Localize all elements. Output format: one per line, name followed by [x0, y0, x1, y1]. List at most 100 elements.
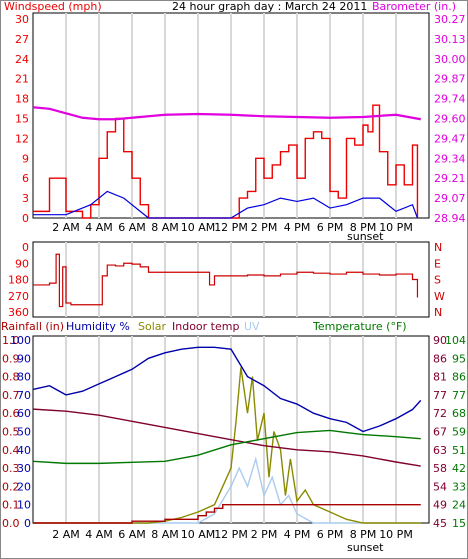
humidity-label: Humidity % — [66, 320, 130, 333]
y-tick-label: 0 — [22, 241, 29, 254]
humidity-tick: 90 — [17, 352, 31, 365]
temperature-tick: 51 — [452, 444, 466, 457]
baro-y-axis: 28.94 29.07 29.21 29.34 29.47 29.60 29.74 29.87… — [434, 13, 466, 225]
y-tick-label: 29.60 — [434, 113, 466, 126]
x-tick-label: 12 PM — [214, 221, 248, 234]
x-tick-label: 6 AM — [118, 528, 146, 541]
rainfall-label: Rainfall (in) — [1, 320, 64, 333]
rainfall-line — [33, 504, 421, 524]
y-tick-label: 28.94 — [434, 212, 466, 225]
y-tick-label: 360 — [8, 306, 29, 319]
rainfall-tick: 0.4 — [2, 444, 20, 457]
temperature-tick: 33 — [452, 480, 466, 493]
temperature-tick: 95 — [452, 352, 466, 365]
temperature-tick: 42 — [452, 462, 466, 475]
x-tick-label: 10 PM — [379, 528, 413, 541]
indoor-tick: 90 — [433, 334, 447, 347]
temperature-tick: 77 — [452, 389, 466, 402]
solar-line — [33, 367, 421, 524]
y-tick-label: 180 — [8, 274, 29, 287]
x-tick-label: 6 PM — [317, 528, 344, 541]
panel3-series — [32, 346, 422, 524]
indoor-tick: 72 — [433, 407, 447, 420]
indoor-temp-label: Indoor temp — [172, 320, 239, 333]
x-tick-label: 4 PM — [284, 528, 311, 541]
humidity-tick: 80 — [17, 371, 31, 384]
indoor-tick: 45 — [433, 517, 447, 530]
x-tick-label: 4 AM — [85, 221, 113, 234]
wind-direction-line — [33, 253, 419, 308]
humidity-tick: 10 — [17, 499, 31, 512]
rainfall-tick: 0.9 — [2, 352, 20, 365]
x-tick-label: 10 PM — [379, 221, 413, 234]
x-tick-label: 4 AM — [85, 528, 113, 541]
y-tick-label: N — [434, 306, 442, 319]
temperature-tick: 104 — [445, 334, 466, 347]
y-tick-label: 3 — [22, 192, 29, 205]
y-tick-label: 30.27 — [434, 13, 466, 26]
rainfall-tick: 0.2 — [2, 480, 20, 493]
indoor-tick: 63 — [433, 444, 447, 457]
y-tick-label: N — [434, 241, 442, 254]
direction-degree-axis: 360 270 180 90 0 — [8, 241, 29, 319]
y-tick-label: 29.34 — [434, 152, 466, 165]
humidity-tick: 100 — [10, 334, 31, 347]
x-tick-label: 8 PM — [350, 528, 377, 541]
x-tick-label: 2 AM — [52, 221, 80, 234]
temperature-tick: 59 — [452, 426, 466, 439]
rainfall-tick: 0.1 — [2, 499, 20, 512]
humidity-tick: 20 — [17, 480, 31, 493]
humidity-tick: 70 — [17, 389, 31, 402]
temperature-line — [32, 429, 421, 465]
indoor-tick: 67 — [433, 426, 447, 439]
y-tick-label: 30.13 — [434, 33, 466, 46]
uv-label: UV — [244, 320, 260, 333]
rainfall-tick: 0.5 — [2, 426, 20, 439]
barometer-label: Barometer (in.) — [372, 0, 456, 13]
panel3-axes: 0.0 0 45 15 0.110 49 24 0.220 54 33 0.330 58 42 0.440… — [2, 334, 466, 530]
panel2-series — [33, 253, 419, 308]
y-tick-label: 29.74 — [434, 93, 466, 106]
indoor-tick: 81 — [433, 371, 447, 384]
wind-y-axis: 0 3 6 9 12 15 18 21 24 27 30 — [15, 13, 29, 225]
y-tick-label: S — [434, 274, 441, 287]
x-tick-label: 2 PM — [251, 221, 278, 234]
windspeed-label: Windspeed (mph) — [4, 0, 102, 13]
humidity-tick: 30 — [17, 462, 31, 475]
uv-line — [33, 456, 421, 524]
rainfall-tick: 0.6 — [2, 407, 20, 420]
y-tick-label: 9 — [22, 152, 29, 165]
temperature-label: Temperature (°F) — [312, 320, 407, 333]
rainfall-tick: 1.0 — [2, 334, 20, 347]
barometer-line — [32, 106, 421, 121]
temperature-tick: 24 — [452, 499, 466, 512]
indoor-tick: 77 — [433, 389, 447, 402]
indoor-temp-line — [32, 408, 421, 467]
y-tick-label: 30 — [15, 13, 29, 26]
indoor-tick: 86 — [433, 352, 447, 365]
y-tick-label: 30.00 — [434, 53, 466, 66]
x-tick-label: 2 AM — [52, 528, 80, 541]
sunset-label-1: sunset — [347, 230, 384, 243]
x-tick-label: 2 PM — [251, 528, 278, 541]
chart-title: 24 hour graph day : March 24 2011 — [172, 0, 367, 13]
x-tick-label: 10 AM — [181, 528, 216, 541]
humidity-tick: 60 — [17, 407, 31, 420]
y-tick-label: 0 — [22, 212, 29, 225]
windspeed-line — [33, 104, 419, 219]
humidity-tick: 50 — [17, 426, 31, 439]
y-tick-label: 29.07 — [434, 192, 466, 205]
x-tick-label: 4 PM — [284, 221, 311, 234]
panel3-grid — [65, 336, 397, 523]
y-tick-label: E — [434, 257, 441, 270]
y-tick-label: 29.47 — [434, 132, 466, 145]
x-tick-label: 12 PM — [214, 528, 248, 541]
solar-label: Solar — [138, 320, 167, 333]
x-tick-label: 6 PM — [317, 221, 344, 234]
y-tick-label: 270 — [8, 290, 29, 303]
y-tick-label: 24 — [15, 53, 29, 66]
sunset-label-3: sunset — [347, 541, 384, 554]
humidity-tick: 40 — [17, 444, 31, 457]
